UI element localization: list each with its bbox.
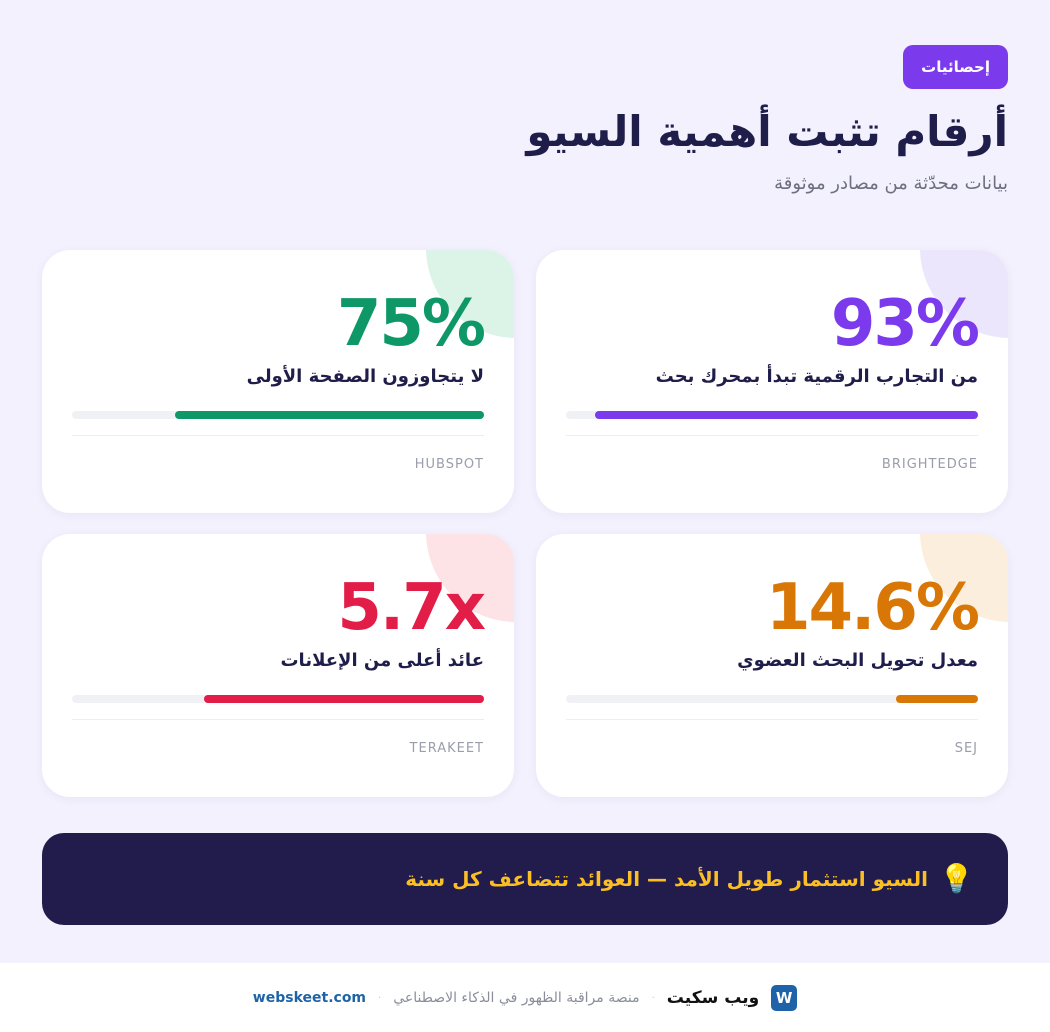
stat-label: معدل تحويل البحث العضوي xyxy=(737,650,978,671)
progress-fill xyxy=(594,411,978,419)
stat-source: SEJ xyxy=(954,741,978,756)
stat-value: 14.6% xyxy=(765,571,980,645)
stat-card: 5.7x عائد أعلى من الإعلانات TERAKEET xyxy=(42,534,514,797)
header: إحصائيات أرقام تثبت أهمية السيو بيانات م… xyxy=(526,45,1008,194)
stat-source: HUBSPOT xyxy=(414,457,484,472)
card-divider xyxy=(72,719,484,720)
progress-fill xyxy=(175,411,484,419)
stat-label: من التجارب الرقمية تبدأ بمحرك بحث xyxy=(655,366,978,387)
stat-label: لا يتجاوزون الصفحة الأولى xyxy=(246,366,484,387)
stat-card: 75% لا يتجاوزون الصفحة الأولى HUBSPOT xyxy=(42,250,514,513)
stat-value: 5.7x xyxy=(337,571,486,645)
banner-text: السيو استثمار طويل الأمد — العوائد تتضاع… xyxy=(405,867,928,891)
card-divider xyxy=(566,719,978,720)
stat-card: 93% من التجارب الرقمية تبدأ بمحرك بحث BR… xyxy=(536,250,1008,513)
progress-track xyxy=(72,411,484,419)
stat-label: عائد أعلى من الإعلانات xyxy=(280,650,484,671)
progress-track xyxy=(72,695,484,703)
progress-track xyxy=(566,411,978,419)
website-link[interactable]: webskeet.com xyxy=(252,990,367,1006)
stat-card: 14.6% معدل تحويل البحث العضوي SEJ xyxy=(536,534,1008,797)
footer: W ويب سكيت · منصة مراقبة الظهور في الذكا… xyxy=(0,963,1050,1032)
stat-source: BRIGHTEDGE xyxy=(881,457,978,472)
category-badge: إحصائيات xyxy=(903,45,1008,89)
stats-grid: 93% من التجارب الرقمية تبدأ بمحرك بحث BR… xyxy=(42,250,1008,797)
brand-logo: W xyxy=(771,985,798,1011)
brand-name: ويب سكيت xyxy=(666,988,760,1008)
footer-separator: · xyxy=(378,992,382,1004)
progress-track xyxy=(566,695,978,703)
stat-source: TERAKEET xyxy=(409,741,484,756)
card-divider xyxy=(72,435,484,436)
card-divider xyxy=(566,435,978,436)
brand-tagline: منصة مراقبة الظهور في الذكاء الاصطناعي xyxy=(393,990,640,1006)
progress-fill xyxy=(203,695,484,703)
progress-fill xyxy=(895,695,978,703)
lightbulb-icon: 💡 xyxy=(939,862,974,895)
stat-value: 75% xyxy=(336,287,486,361)
footer-separator: · xyxy=(651,992,655,1004)
page-subtitle: بيانات محدّثة من مصادر موثوقة xyxy=(774,173,1008,194)
stat-value: 93% xyxy=(830,287,980,361)
tip-banner: 💡 السيو استثمار طويل الأمد — العوائد تتض… xyxy=(42,833,1008,925)
page-title: أرقام تثبت أهمية السيو xyxy=(526,107,1008,156)
